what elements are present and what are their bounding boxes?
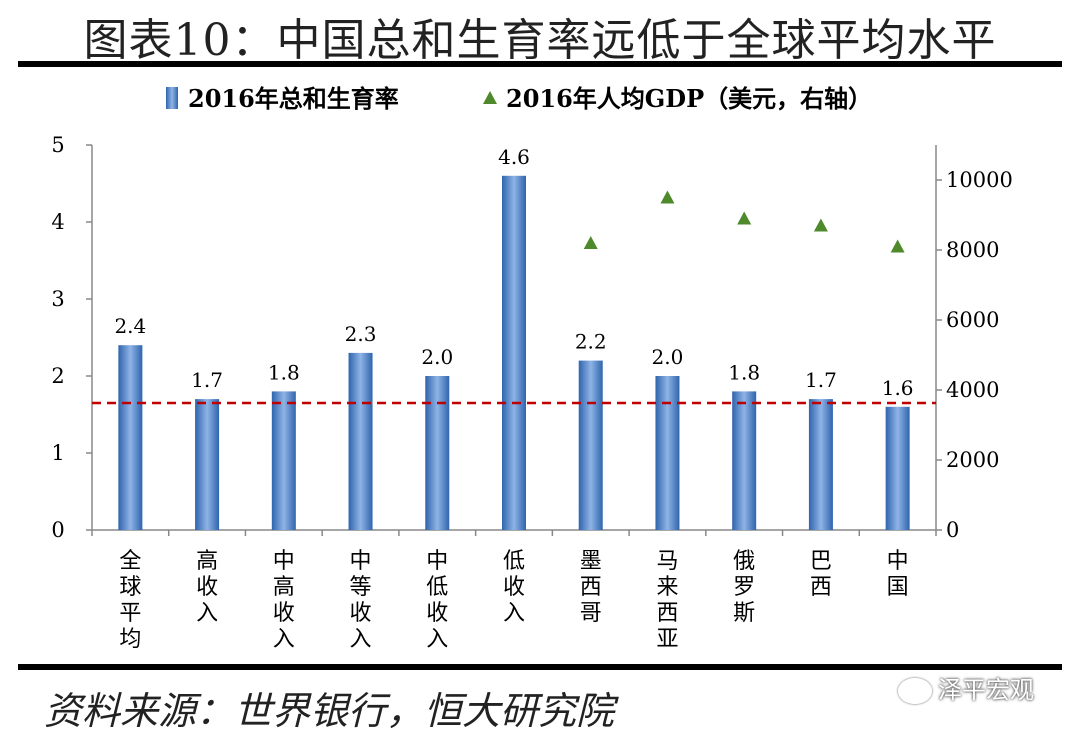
bar-value-label: 2.0 — [421, 345, 453, 369]
bar-value-label: 2.2 — [575, 330, 607, 354]
bar-value-label: 1.7 — [191, 368, 223, 392]
source-note: 资料来源：世界银行，恒大研究院 — [44, 689, 615, 733]
bar-value-label: 4.6 — [498, 145, 530, 169]
left-tick-label: 2 — [51, 364, 64, 388]
bar-value-label: 1.8 — [268, 360, 300, 384]
category-label: 马来西亚 — [656, 549, 678, 652]
gdp-marker — [890, 239, 905, 253]
category-label: 高收入 — [196, 549, 218, 626]
bar-value-label: 2.0 — [652, 345, 684, 369]
axes: 0 1 2 3 4 5 0 2000 4000 6000 8000 10000 — [51, 133, 1013, 542]
watermark-text: 泽平宏观 — [938, 676, 1034, 704]
category-label: 全球平均 — [119, 549, 141, 652]
right-tick-label: 0 — [946, 518, 959, 542]
bar — [655, 376, 680, 530]
category-label: 中高收入 — [273, 549, 295, 652]
legend-label-gdp: 2016年人均GDP（美元，右轴） — [506, 84, 872, 113]
right-tick-label: 8000 — [946, 238, 999, 262]
bar-value-label: 2.4 — [114, 314, 146, 338]
gdp-marker — [813, 218, 828, 232]
bar — [732, 391, 757, 530]
bar — [271, 391, 296, 530]
bar-value-label: 1.7 — [805, 368, 837, 392]
top-rule — [18, 61, 1062, 67]
category-label: 低收入 — [503, 549, 525, 626]
watermark: 泽平宏观 — [898, 670, 1034, 705]
bar — [808, 399, 833, 530]
labels-layer: 2.4 1.7 1.8 2.3 2.0 4.6 2.2 2.0 1.8 1.7 1.6 全球平均 高收入… — [114, 145, 913, 652]
bar-value-label: 1.8 — [728, 360, 760, 384]
legend: 2016年总和生育率 2016年人均GDP（美元，右轴） — [166, 84, 872, 113]
left-tick-label: 3 — [51, 287, 64, 311]
bar — [118, 345, 143, 530]
bar-value-label: 1.6 — [882, 376, 914, 400]
left-tick-label: 4 — [51, 210, 64, 234]
gdp-marker — [583, 236, 598, 249]
category-label: 中低收入 — [426, 549, 448, 652]
category-label: 中等收入 — [350, 549, 372, 652]
category-label: 中国 — [887, 549, 909, 600]
markers-layer — [583, 190, 905, 253]
wechat-icon — [898, 678, 932, 704]
left-tick-label: 1 — [51, 441, 64, 465]
right-tick-label: 4000 — [946, 378, 999, 402]
bar — [502, 175, 526, 531]
left-tick-label: 5 — [51, 133, 64, 157]
bar — [425, 376, 450, 530]
gdp-marker — [737, 211, 752, 225]
right-tick-label: 6000 — [946, 308, 999, 332]
right-tick-label: 2000 — [946, 448, 999, 472]
bar — [885, 406, 910, 530]
bars-layer — [118, 175, 910, 531]
right-tick-label: 10000 — [946, 168, 1013, 192]
gdp-marker — [660, 190, 675, 204]
legend-label-fertility: 2016年总和生育率 — [188, 84, 399, 113]
chart-title: 图表10：中国总和生育率远低于全球平均水平 — [83, 15, 997, 66]
category-label: 俄罗斯 — [733, 549, 755, 626]
left-tick-label: 0 — [51, 518, 64, 542]
bar — [578, 360, 603, 530]
bar-value-label: 2.3 — [345, 322, 377, 346]
bottom-rule — [18, 664, 1062, 670]
bar — [195, 399, 220, 530]
category-label: 巴西 — [810, 549, 832, 600]
category-label: 墨西哥 — [580, 549, 602, 626]
bar — [348, 352, 373, 530]
legend-swatch-marker — [483, 91, 497, 104]
legend-swatch-bar — [166, 87, 178, 109]
